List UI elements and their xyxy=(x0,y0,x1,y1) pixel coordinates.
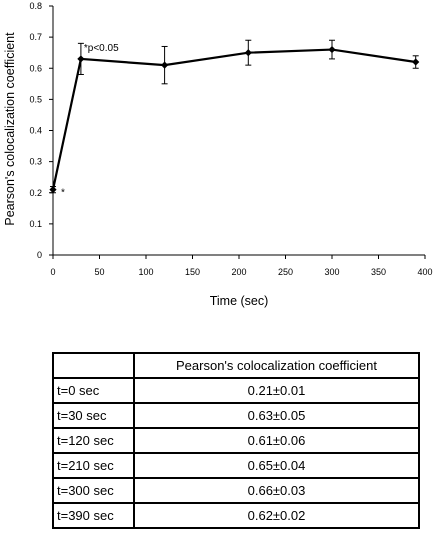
x-tick-label: 150 xyxy=(185,267,200,277)
y-tick-label: 0.1 xyxy=(29,219,42,229)
data-point-marker xyxy=(49,186,57,194)
table-cell: t=30 sec xyxy=(52,402,135,429)
x-axis-title: Time (sec) xyxy=(210,294,269,308)
x-tick-label: 50 xyxy=(94,267,104,277)
table-cell: 0.61±0.06 xyxy=(133,427,420,454)
x-tick-label: 250 xyxy=(278,267,293,277)
x-tick-label: 350 xyxy=(371,267,386,277)
y-tick-label: 0.6 xyxy=(29,63,42,73)
significance-asterisk: * xyxy=(61,188,65,199)
table-cell: 0.65±0.04 xyxy=(133,452,420,479)
data-point-marker xyxy=(328,45,336,54)
significance-annotation: *p<0.05 xyxy=(84,43,119,54)
table-cell: t=0 sec xyxy=(52,377,135,404)
y-tick-label: 0.2 xyxy=(29,188,42,198)
series-line xyxy=(51,48,416,190)
table-row: t=30 sec 0.63±0.05 xyxy=(52,402,420,429)
y-axis-ticks: 0 0.1 0.2 0.3 0.4 0.5 0.6 0.7 0.8 xyxy=(29,1,53,260)
table-cell: t=390 sec xyxy=(52,502,135,529)
x-tick-label: 100 xyxy=(138,267,153,277)
x-tick-label: 200 xyxy=(231,267,246,277)
x-tick-label: 0 xyxy=(50,267,55,277)
table-header-row: Pearson's colocalization coefficient xyxy=(52,352,420,379)
table-row: t=120 sec 0.61±0.06 xyxy=(52,427,420,454)
data-point-marker xyxy=(412,58,420,66)
y-tick-label: 0.7 xyxy=(29,32,42,42)
x-axis-ticks: 0 50 100 150 200 250 300 350 400 xyxy=(50,255,433,277)
table-row: t=0 sec 0.21±0.01 xyxy=(52,377,420,404)
table-cell: t=300 sec xyxy=(52,477,135,504)
table-cell: t=210 sec xyxy=(52,452,135,479)
y-tick-label: 0.4 xyxy=(29,126,42,136)
y-tick-label: 0.5 xyxy=(29,94,42,104)
x-tick-label: 300 xyxy=(324,267,339,277)
table-row: t=390 sec 0.62±0.02 xyxy=(52,502,420,529)
data-point-marker xyxy=(244,49,252,57)
table-cell: 0.66±0.03 xyxy=(133,477,420,504)
table-cell: 0.21±0.01 xyxy=(133,377,420,404)
table-header-cell: Pearson's colocalization coefficient xyxy=(133,352,420,379)
data-point-marker xyxy=(161,61,169,69)
table-cell: t=120 sec xyxy=(52,427,135,454)
table-cell: 0.62±0.02 xyxy=(133,502,420,529)
table-row: t=300 sec 0.66±0.03 xyxy=(52,477,420,504)
y-tick-label: 0 xyxy=(37,250,42,260)
table-header-cell xyxy=(52,352,135,379)
data-table: Pearson's colocalization coefficient t=0… xyxy=(52,352,420,529)
plot-area: * *p<0.05 xyxy=(49,39,420,199)
table-row: t=210 sec 0.65±0.04 xyxy=(52,452,420,479)
table-cell: 0.63±0.05 xyxy=(133,402,420,429)
y-tick-label: 0.8 xyxy=(29,1,42,11)
y-tick-label: 0.3 xyxy=(29,157,42,167)
x-tick-label: 400 xyxy=(417,267,432,277)
line-chart: 0 50 100 150 200 250 300 350 400 0 0.1 0.2 0.3 0.4 0.… xyxy=(3,1,433,308)
y-axis-title: Pearson's colocalization coefficient xyxy=(3,32,17,226)
data-point-marker xyxy=(77,55,85,63)
